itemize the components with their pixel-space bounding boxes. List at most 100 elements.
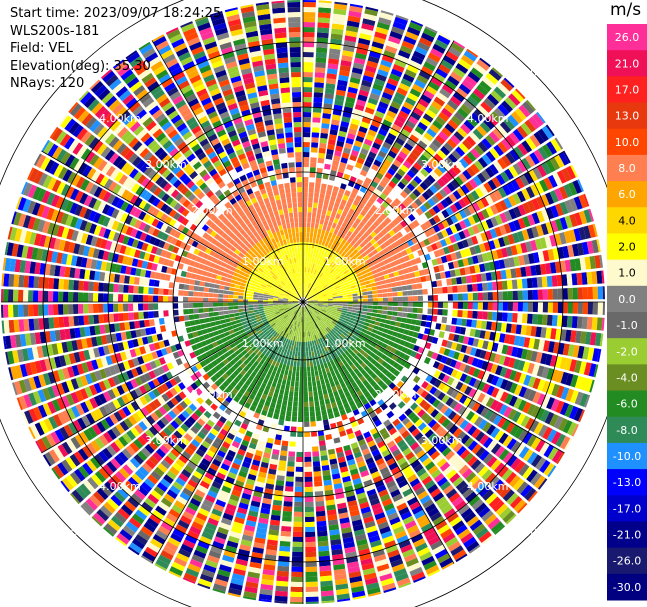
velocity-gate	[411, 148, 422, 158]
velocity-gate	[339, 283, 345, 288]
velocity-gate	[350, 239, 356, 246]
velocity-gate	[274, 590, 288, 597]
velocity-gate	[337, 303, 343, 306]
velocity-gate	[372, 142, 381, 150]
velocity-gate	[390, 146, 400, 155]
velocity-gate	[315, 248, 320, 255]
velocity-gate	[337, 79, 348, 87]
velocity-gate	[238, 311, 245, 316]
velocity-gate	[282, 516, 292, 522]
velocity-gate	[276, 398, 283, 405]
velocity-gate	[338, 74, 349, 82]
velocity-gate	[490, 111, 502, 123]
velocity-gate	[359, 228, 366, 235]
velocity-gate	[376, 267, 383, 273]
velocity-gate	[462, 302, 468, 310]
velocity-gate	[343, 261, 350, 267]
velocity-gate	[483, 97, 496, 110]
velocity-gate	[330, 170, 337, 177]
velocity-gate	[531, 198, 541, 211]
velocity-gate	[311, 142, 319, 148]
velocity-gate	[531, 277, 538, 288]
velocity-gate	[312, 117, 321, 123]
velocity-gate	[528, 253, 535, 264]
velocity-gate	[493, 260, 501, 270]
velocity-gate	[304, 287, 306, 293]
velocity-gate	[417, 302, 424, 308]
velocity-gate	[545, 207, 555, 220]
velocity-gate	[334, 259, 340, 265]
velocity-gate	[327, 205, 333, 212]
velocity-gate	[303, 141, 310, 148]
velocity-gate	[331, 270, 337, 275]
velocity-gate	[586, 271, 593, 285]
velocity-gate	[397, 401, 406, 409]
velocity-gate	[447, 261, 455, 270]
velocity-gate	[310, 222, 315, 228]
velocity-gate	[322, 305, 328, 307]
velocity-gate	[303, 22, 315, 28]
velocity-gate	[306, 262, 309, 268]
velocity-gate	[487, 302, 493, 311]
velocity-gate	[414, 270, 421, 277]
velocity-gate	[473, 144, 485, 156]
velocity-gate	[316, 167, 323, 174]
velocity-gate	[576, 316, 583, 329]
velocity-gate	[410, 20, 424, 27]
velocity-gate	[313, 264, 317, 270]
velocity-gate	[425, 26, 438, 34]
velocity-gate	[426, 174, 436, 184]
velocity-gate	[390, 163, 399, 172]
velocity-gate	[407, 205, 415, 213]
velocity-gate	[522, 290, 528, 300]
velocity-gate	[373, 227, 381, 235]
velocity-gate	[420, 320, 427, 327]
velocity-gate	[355, 283, 361, 288]
velocity-gate	[401, 317, 407, 323]
velocity-gate	[280, 409, 286, 416]
velocity-gate	[276, 367, 282, 374]
velocity-gate	[352, 222, 359, 229]
velocity-gate	[511, 279, 518, 289]
velocity-gate	[537, 289, 543, 300]
velocity-gate	[311, 350, 315, 357]
velocity-gate	[521, 188, 531, 201]
velocity-gate	[352, 199, 360, 207]
velocity-gate	[458, 173, 468, 183]
velocity-gate	[359, 169, 368, 177]
velocity-gate	[452, 67, 466, 78]
velocity-gate	[482, 340, 489, 350]
velocity-gate	[311, 132, 320, 138]
velocity-gate	[230, 320, 237, 326]
velocity-gate	[367, 308, 373, 313]
velocity-gate	[323, 98, 334, 105]
velocity-gate	[332, 280, 338, 285]
velocity-gate	[492, 302, 498, 311]
velocity-gate	[498, 259, 506, 269]
velocity-gate	[493, 86, 507, 99]
velocity-gate	[416, 158, 426, 168]
velocity-gate	[303, 361, 307, 367]
velocity-gate	[333, 245, 338, 252]
velocity-gate	[530, 184, 540, 197]
velocity-gate	[594, 255, 601, 269]
velocity-gate	[320, 455, 328, 461]
velocity-gate	[457, 241, 465, 250]
velocity-gate	[313, 197, 319, 204]
velocity-gate	[310, 292, 316, 296]
velocity-gate	[445, 50, 459, 62]
velocity-gate	[545, 192, 555, 205]
velocity-gate	[444, 79, 457, 91]
velocity-gate	[484, 330, 491, 340]
velocity-gate	[310, 147, 318, 153]
velocity-gate	[582, 287, 588, 300]
velocity-gate	[287, 375, 292, 381]
velocity-gate	[337, 279, 343, 284]
velocity-gate	[333, 228, 339, 235]
velocity-gate	[491, 176, 502, 188]
velocity-gate	[303, 222, 307, 228]
velocity-gate	[303, 46, 314, 53]
velocity-gate	[344, 190, 351, 197]
velocity-gate	[430, 76, 443, 87]
velocity-gate	[370, 146, 379, 155]
